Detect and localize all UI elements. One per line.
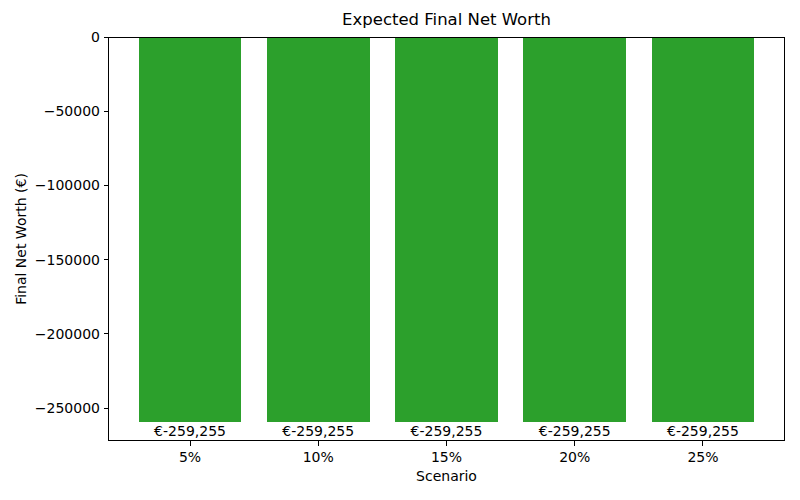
- x-tick-mark: [702, 441, 703, 446]
- y-tick-mark: [104, 185, 108, 186]
- y-tick-label: −250000: [0, 401, 100, 415]
- x-tick-mark: [190, 441, 191, 446]
- x-tick-mark: [318, 441, 319, 446]
- bar-value-label: €-259,255: [248, 424, 388, 438]
- bar: [395, 37, 498, 422]
- figure: Expected Final Net Worth Final Net Worth…: [0, 0, 800, 500]
- x-axis-label: Scenario: [108, 468, 785, 484]
- x-tick-label: 5%: [179, 450, 201, 464]
- bar: [652, 37, 755, 422]
- y-tick-label: 0: [0, 30, 100, 44]
- y-tick-mark: [104, 333, 108, 334]
- bar-value-label: €-259,255: [505, 424, 645, 438]
- bar: [267, 37, 370, 422]
- x-tick-label: 10%: [303, 450, 334, 464]
- y-tick-label: −100000: [0, 178, 100, 192]
- y-axis-label: Final Net Worth (€): [13, 173, 29, 305]
- bar: [523, 37, 626, 422]
- bar: [139, 37, 242, 422]
- y-tick-label: −200000: [0, 327, 100, 341]
- y-tick-mark: [104, 259, 108, 260]
- x-tick-label: 15%: [431, 450, 462, 464]
- x-tick-label: 20%: [559, 450, 590, 464]
- bar-value-label: €-259,255: [633, 424, 773, 438]
- bar-value-label: €-259,255: [377, 424, 517, 438]
- y-tick-label: −150000: [0, 253, 100, 267]
- y-tick-mark: [104, 408, 108, 409]
- y-tick-label: −50000: [0, 104, 100, 118]
- y-tick-mark: [104, 111, 108, 112]
- x-tick-mark: [574, 441, 575, 446]
- chart-title: Expected Final Net Worth: [108, 11, 785, 30]
- x-tick-label: 25%: [687, 450, 718, 464]
- x-tick-mark: [446, 441, 447, 446]
- y-tick-mark: [104, 37, 108, 38]
- bar-value-label: €-259,255: [120, 424, 260, 438]
